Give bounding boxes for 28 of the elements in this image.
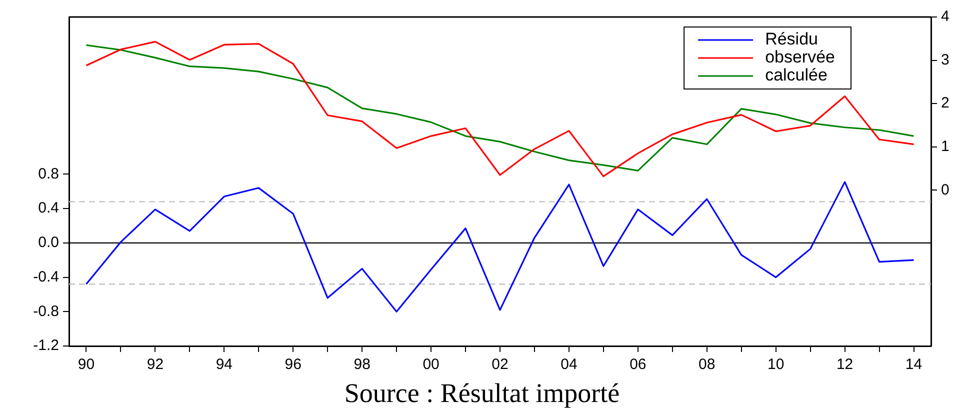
x-tick-label: 94 — [216, 356, 233, 374]
x-tick-label: 04 — [560, 356, 578, 374]
x-tick-label: 06 — [630, 356, 646, 374]
y-tick-label: 0.8 — [38, 165, 59, 182]
y2-tick-label: 2 — [941, 94, 950, 112]
y2-tick-label: 4 — [941, 8, 950, 26]
x-tick-label: 14 — [905, 356, 922, 374]
x-tick-label: 92 — [146, 356, 164, 374]
x-tick-label: 10 — [767, 356, 784, 374]
y-tick-label: -1.2 — [33, 337, 59, 354]
x-tick-label: 12 — [836, 356, 854, 374]
y-tick-label: -0.8 — [33, 302, 59, 320]
legend-label: observée — [765, 48, 836, 67]
y2-tick-label: 3 — [941, 51, 950, 68]
x-tick-label: 98 — [354, 356, 370, 374]
x-tick-label: 00 — [422, 356, 440, 374]
y2-tick-label: 0 — [941, 181, 950, 198]
x-tick-label: 90 — [78, 356, 95, 374]
legend-label: Résidu — [765, 30, 818, 49]
x-tick-label: 08 — [698, 356, 716, 374]
source-note: Source : Résultat importé — [343, 378, 621, 409]
y-tick-label: 0.0 — [38, 234, 59, 252]
legend-label: calculée — [765, 66, 828, 85]
y-tick-label: -0.4 — [33, 268, 59, 286]
y-tick-label: 0.4 — [38, 200, 59, 217]
x-tick-label: 02 — [492, 356, 508, 374]
y2-tick-label: 1 — [941, 138, 950, 156]
x-tick-label: 96 — [284, 356, 302, 374]
